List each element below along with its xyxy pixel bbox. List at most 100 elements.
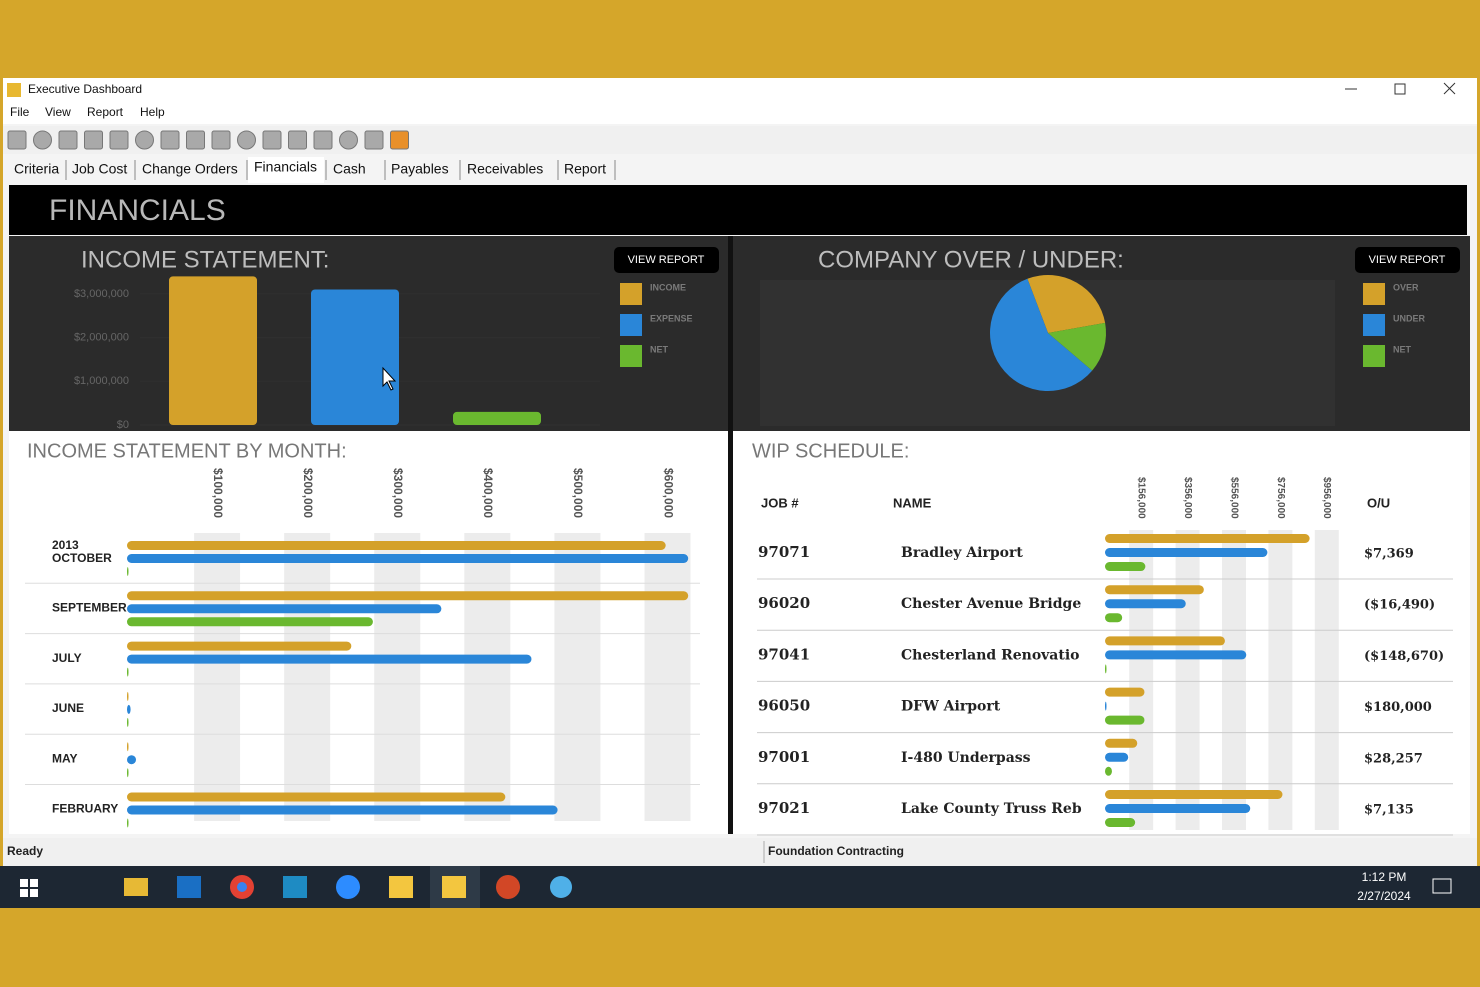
start[interactable] xyxy=(20,879,28,887)
legend-label: EXPENSE xyxy=(650,313,693,323)
tool-button[interactable] xyxy=(339,130,358,150)
menu-item[interactable]: Help xyxy=(140,105,165,119)
tool-button[interactable] xyxy=(58,130,78,150)
bar xyxy=(127,792,506,802)
job-number: 97041 xyxy=(758,645,810,663)
zoom[interactable] xyxy=(336,875,360,899)
x-tick-label: $300,000 xyxy=(391,468,405,518)
start[interactable] xyxy=(30,879,38,887)
x-tick-label: $500,000 xyxy=(571,468,585,518)
app[interactable] xyxy=(283,876,307,898)
over-under: $180,000 xyxy=(1364,700,1432,715)
bar xyxy=(1105,804,1251,813)
start[interactable] xyxy=(20,889,28,897)
app[interactable] xyxy=(550,876,572,898)
bar xyxy=(127,591,689,601)
category-label: JULY xyxy=(52,651,82,665)
title-bar xyxy=(3,78,1477,102)
category-label: JUNE xyxy=(52,701,84,715)
app[interactable] xyxy=(389,876,413,898)
grid-band xyxy=(1129,530,1154,830)
tab[interactable]: Change Orders xyxy=(142,161,238,177)
over-under: ($148,670) xyxy=(1364,649,1444,664)
tool-button[interactable] xyxy=(160,130,180,150)
tool-button[interactable] xyxy=(390,130,409,150)
view-report-button[interactable] xyxy=(1355,247,1460,273)
tool-button[interactable] xyxy=(7,130,27,150)
bar xyxy=(1105,766,1112,776)
tool-button[interactable] xyxy=(109,130,129,150)
bar xyxy=(127,567,129,576)
tab[interactable]: Job Cost xyxy=(72,161,127,177)
bar xyxy=(127,755,137,765)
job-name: I-480 Underpass xyxy=(901,750,1031,766)
tab[interactable]: Payables xyxy=(391,161,449,177)
column-header: NAME xyxy=(893,495,932,510)
tab[interactable]: Receivables xyxy=(467,161,543,177)
category-label: SEPTEMBER xyxy=(52,600,127,614)
legend-label: NET xyxy=(650,344,669,354)
bar xyxy=(127,641,352,651)
bar xyxy=(127,604,442,614)
legend-swatch xyxy=(1363,314,1385,336)
divider xyxy=(728,236,733,834)
view-report-label[interactable]: VIEW REPORT xyxy=(628,254,705,266)
menu-item[interactable]: Report xyxy=(87,105,124,119)
grid-band xyxy=(554,533,601,821)
job-number: 97021 xyxy=(758,799,810,817)
bar xyxy=(1105,790,1283,799)
menu-item[interactable]: File xyxy=(10,105,30,119)
view-report-button[interactable] xyxy=(614,247,719,273)
legend-label: UNDER xyxy=(1393,313,1426,323)
outlook[interactable] xyxy=(177,876,201,898)
x-tick-label: $100,000 xyxy=(211,468,225,518)
legend-swatch xyxy=(1363,283,1385,305)
start[interactable] xyxy=(30,889,38,897)
bar xyxy=(127,617,373,627)
tool-button[interactable] xyxy=(313,130,333,150)
menu-item[interactable]: View xyxy=(45,105,71,119)
job-number: 96050 xyxy=(758,697,810,715)
tool-button[interactable] xyxy=(84,130,103,150)
tool-button[interactable] xyxy=(33,130,52,150)
bar xyxy=(127,654,532,664)
tab[interactable]: Financials xyxy=(254,159,317,175)
bar xyxy=(127,691,129,701)
tool-button[interactable] xyxy=(135,130,154,150)
grid-band xyxy=(284,533,331,821)
view-report-label[interactable]: VIEW REPORT xyxy=(1369,254,1446,266)
tool-button[interactable] xyxy=(262,130,282,150)
bar xyxy=(127,805,558,815)
bar xyxy=(127,541,666,550)
legend-swatch xyxy=(620,283,642,305)
notifications[interactable] xyxy=(1432,878,1452,894)
job-number: 97071 xyxy=(758,543,810,561)
bar xyxy=(1105,715,1145,725)
tool-button[interactable] xyxy=(186,130,205,150)
tab[interactable]: Criteria xyxy=(14,161,59,177)
legend-swatch xyxy=(620,345,642,367)
close[interactable] xyxy=(1443,82,1456,95)
grid-band xyxy=(644,533,691,821)
tool-button[interactable] xyxy=(237,130,256,150)
tab[interactable]: Report xyxy=(564,161,606,177)
app[interactable] xyxy=(442,876,466,898)
bar xyxy=(1105,585,1204,595)
column-header: O/U xyxy=(1367,495,1390,510)
bar xyxy=(1105,738,1138,748)
tool-button[interactable] xyxy=(288,130,307,150)
restore[interactable] xyxy=(1394,83,1406,95)
tool-button[interactable] xyxy=(364,130,384,150)
bar xyxy=(1105,613,1123,623)
explorer[interactable] xyxy=(124,878,148,896)
bar xyxy=(1105,636,1225,646)
tab[interactable]: Cash xyxy=(333,161,366,177)
pie-slice xyxy=(990,278,1093,392)
tool-button[interactable] xyxy=(211,130,231,150)
over-under: $7,369 xyxy=(1364,547,1414,562)
bar xyxy=(1105,818,1136,827)
bar xyxy=(1105,650,1247,660)
grid-band xyxy=(194,533,241,821)
powerpoint[interactable] xyxy=(496,875,520,899)
